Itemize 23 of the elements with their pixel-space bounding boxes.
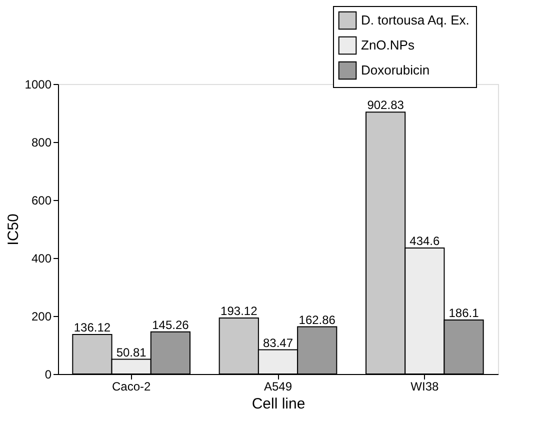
data-label: 434.6 — [410, 234, 440, 248]
y-tick-label: 800 — [31, 136, 52, 150]
data-label: 162.86 — [298, 312, 336, 327]
legend-label: ZnO.NPs — [361, 38, 415, 52]
data-label: 145.26 — [152, 318, 190, 332]
y-tick-label: 400 — [31, 252, 52, 266]
x-tick-label: A549 — [264, 380, 292, 394]
y-tick-label: 1000 — [24, 78, 52, 92]
x-tick-label: Caco-2 — [112, 380, 151, 394]
legend-label: D. tortousa Aq. Ex. — [361, 12, 470, 28]
x-tick-label: WI38 — [410, 380, 439, 394]
data-label: 50.81 — [116, 345, 147, 360]
y-tick-label: 0 — [44, 368, 52, 382]
data-label: 193.12 — [220, 304, 258, 318]
y-tick-label: 600 — [31, 194, 52, 208]
data-label: 186.1 — [448, 306, 480, 320]
legend-label: Doxorubicin — [361, 62, 430, 78]
y-tick-label: 200 — [31, 310, 52, 324]
data-label: 136.12 — [74, 320, 111, 335]
x-axis-title: Cell line — [252, 396, 306, 412]
data-label: 83.47 — [262, 336, 294, 350]
data-label: 902.83 — [367, 98, 404, 112]
y-axis-title: IC50 — [4, 214, 22, 246]
